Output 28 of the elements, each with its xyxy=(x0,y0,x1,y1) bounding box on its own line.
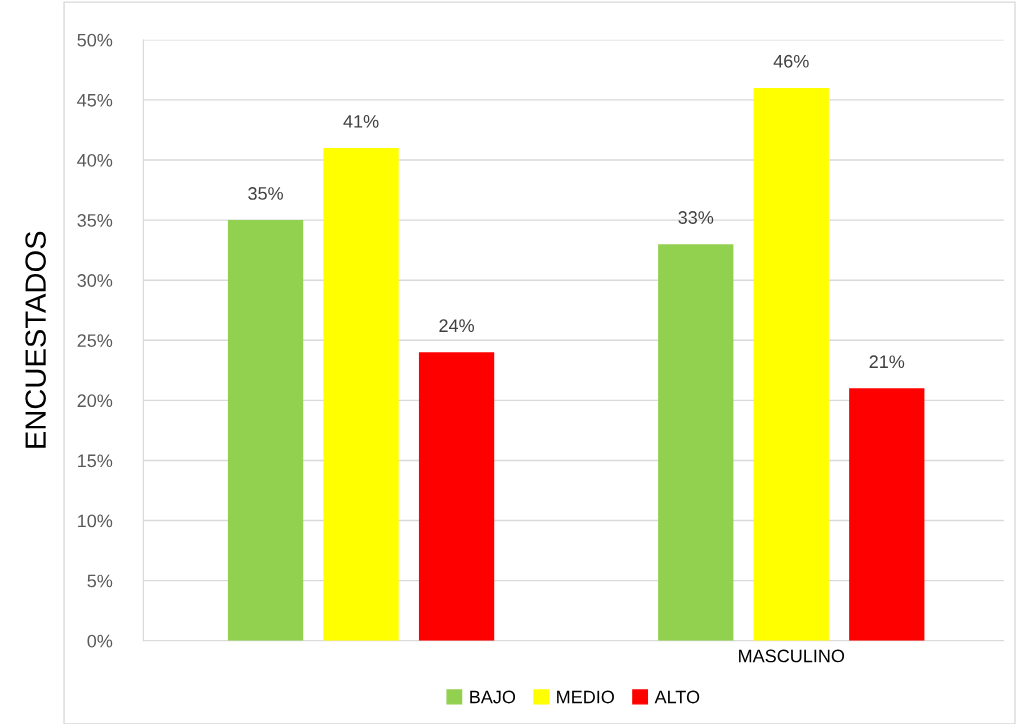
y-tick-label: 50% xyxy=(77,33,113,47)
data-label: 35% xyxy=(248,187,283,200)
data-label: 46% xyxy=(773,54,809,68)
y-tick-label: 40% xyxy=(77,153,113,167)
y-tick-label: 5% xyxy=(87,574,113,588)
y-tick-label: 30% xyxy=(77,274,113,287)
legend-label: BAJO xyxy=(470,690,516,704)
bar xyxy=(849,388,925,641)
bar xyxy=(753,87,829,641)
y-tick-label: 10% xyxy=(78,514,113,528)
bar xyxy=(658,244,734,641)
bar xyxy=(227,220,304,641)
bar xyxy=(323,147,399,641)
x-tick-label: MASCULINO xyxy=(739,649,845,663)
legend-label: MEDIO xyxy=(557,690,614,704)
y-tick-label: 35% xyxy=(77,214,113,227)
y-tick-label: 0% xyxy=(87,634,113,648)
data-label: 33% xyxy=(678,211,714,224)
legend-label: ALTO xyxy=(654,690,700,704)
data-label: 21% xyxy=(869,355,905,369)
y-tick-label: 45% xyxy=(77,93,113,107)
data-label: 41% xyxy=(343,115,379,128)
y-axis-title: ENCUESTADOS xyxy=(25,231,46,448)
bar xyxy=(418,352,495,641)
y-tick-label: 15% xyxy=(78,454,113,468)
y-tick-label: 20% xyxy=(77,394,113,408)
y-tick-label: 25% xyxy=(77,334,113,347)
data-label: 24% xyxy=(439,319,474,332)
